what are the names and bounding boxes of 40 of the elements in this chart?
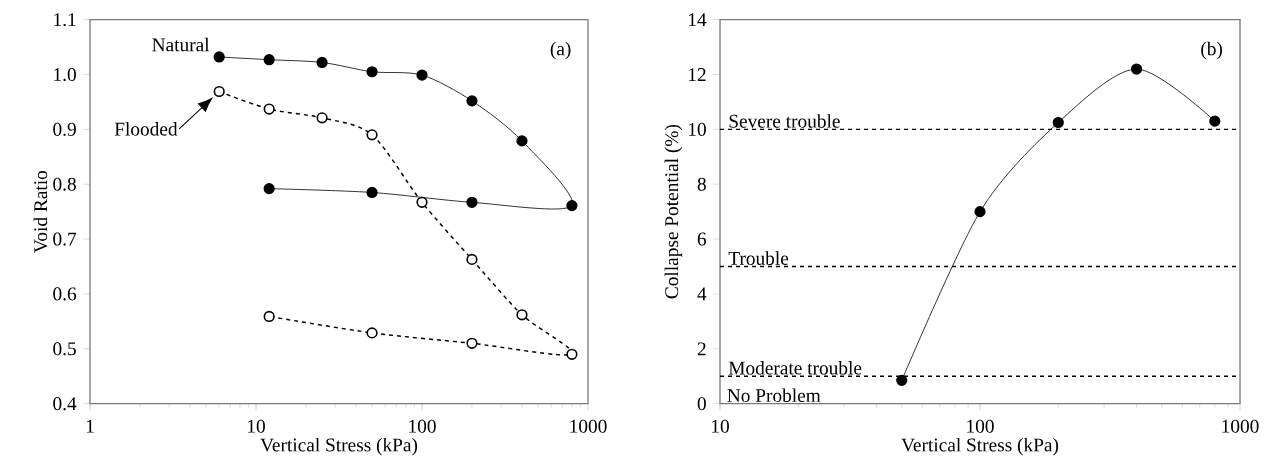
x-tick-label: 10 bbox=[248, 419, 265, 433]
point bbox=[896, 374, 908, 386]
ref-line-label: Trouble bbox=[728, 251, 789, 265]
y-axis-title: Collapse Potential (%) bbox=[664, 124, 683, 299]
x-tick-label: 1000 bbox=[1222, 419, 1259, 433]
point bbox=[1209, 115, 1221, 127]
x-tick-label: 100 bbox=[967, 419, 994, 433]
y-tick-label: 0.5 bbox=[53, 342, 76, 356]
y-tick-label: 0.7 bbox=[53, 232, 77, 246]
x-tick-label: 10 bbox=[712, 419, 729, 433]
x-tick-label: 1 bbox=[86, 419, 94, 433]
y-tick-label: 6 bbox=[697, 232, 707, 246]
y-tick-label: 0.9 bbox=[53, 122, 76, 136]
y-axis-title: Void Ratio bbox=[33, 170, 48, 253]
x-axis-title: Vertical Stress (kPa) bbox=[901, 437, 1059, 456]
y-tick-label: 0.6 bbox=[53, 287, 77, 301]
y-tick-label: 0.8 bbox=[53, 177, 76, 191]
series-label: Natural bbox=[152, 37, 210, 52]
point bbox=[1052, 116, 1064, 129]
x-axis-title: Vertical Stress (kPa) bbox=[260, 437, 418, 456]
point bbox=[974, 206, 986, 218]
y-tick-label: 2 bbox=[697, 342, 706, 356]
ref-line-label: Severe trouble bbox=[729, 114, 840, 128]
point bbox=[1130, 63, 1143, 75]
annotation: No Problem bbox=[727, 388, 821, 403]
annotation: Flooded bbox=[114, 122, 178, 136]
annotation: (a) bbox=[550, 41, 571, 60]
y-tick-label: 12 bbox=[689, 68, 706, 81]
y-tick-label: 0 bbox=[697, 397, 706, 411]
y-tick-label: 4 bbox=[697, 287, 707, 301]
ref-line-label: Moderate trouble bbox=[728, 361, 862, 375]
annotation: (b) bbox=[1201, 41, 1223, 60]
x-tick-label: 1000 bbox=[570, 419, 607, 433]
y-tick-label: 8 bbox=[697, 177, 706, 191]
y-tick-label: 14 bbox=[689, 13, 707, 27]
y-tick-label: 10 bbox=[689, 122, 706, 136]
y-tick-label: 1.0 bbox=[54, 67, 76, 82]
y-tick-label: 0.4 bbox=[53, 397, 77, 411]
x-tick-label: 100 bbox=[409, 419, 436, 433]
y-tick-label: 1.1 bbox=[54, 13, 76, 27]
